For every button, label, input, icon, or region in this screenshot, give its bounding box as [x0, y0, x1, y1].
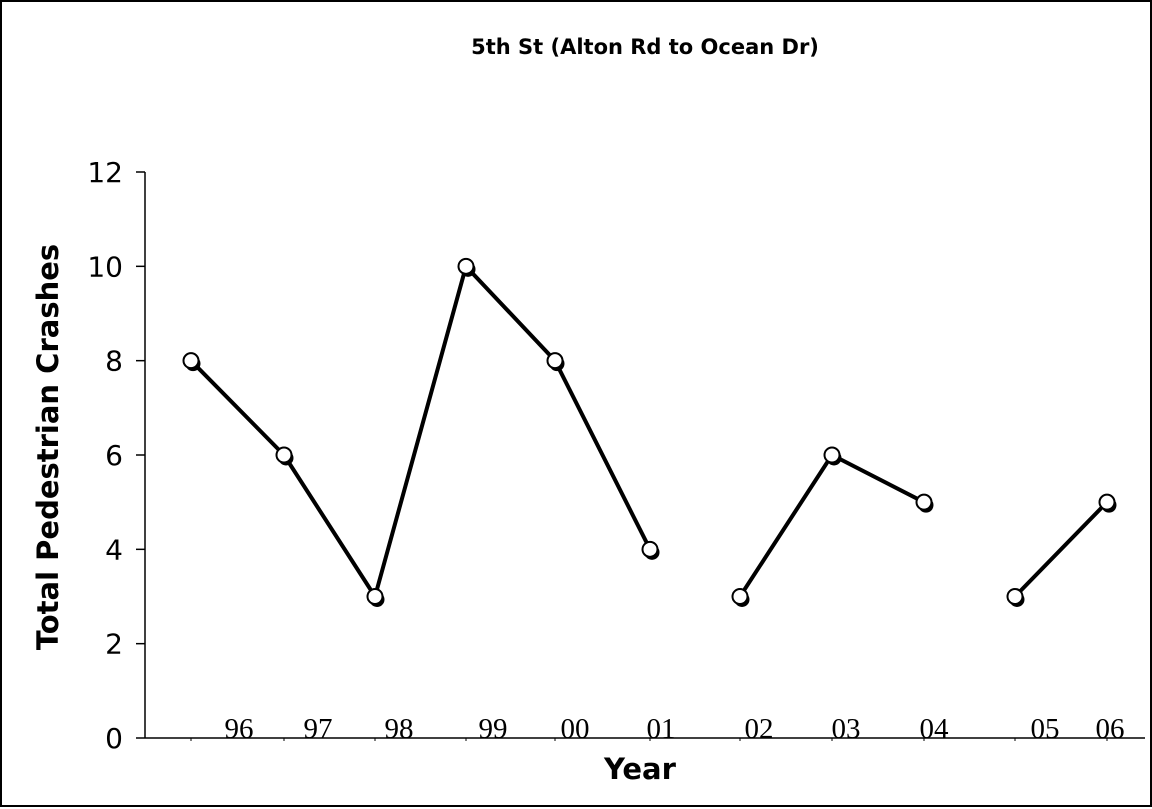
- x-tick-label: 96: [225, 713, 254, 745]
- y-tick-label: 8: [105, 345, 123, 378]
- y-ticks: 0 2 4 6 8 10 12: [87, 156, 145, 755]
- chart-title: 5th St (Alton Rd to Ocean Dr): [471, 35, 819, 59]
- series-line-segment: [189, 264, 652, 599]
- x-tick-label: 03: [832, 713, 861, 745]
- x-tick-label: 06: [1096, 713, 1125, 745]
- y-tick-label: 10: [87, 250, 123, 283]
- series-line-segment: [1013, 500, 1109, 599]
- data-point: [275, 446, 293, 464]
- series-line-segment: [738, 453, 926, 599]
- data-point: [366, 588, 384, 605]
- series-markers: [182, 257, 1117, 607]
- data-point: [731, 588, 749, 605]
- x-axis-title: Year: [603, 752, 677, 786]
- data-point: [823, 446, 841, 464]
- y-tick-label: 4: [105, 533, 123, 566]
- x-tick-label: 01: [647, 713, 676, 745]
- data-point: [1098, 493, 1116, 511]
- x-tick-label: 00: [561, 713, 590, 745]
- data-point: [457, 257, 475, 275]
- x-ticks: 96 97 98 99 00 01 02 03 04 05 06: [190, 713, 1125, 745]
- y-tick-label: 2: [105, 628, 123, 661]
- x-tick-label: 97: [304, 713, 333, 745]
- data-point: [915, 493, 933, 511]
- data-point: [641, 540, 659, 558]
- x-tick-label: 99: [479, 713, 508, 745]
- x-tick-label: 02: [745, 713, 774, 745]
- data-point: [182, 352, 200, 370]
- y-tick-label: 6: [105, 439, 123, 472]
- x-tick-label: 04: [920, 713, 950, 745]
- y-axis-title: Total Pedestrian Crashes: [31, 244, 65, 650]
- data-point: [1006, 588, 1024, 605]
- data-point: [546, 352, 564, 370]
- x-tick-label: 05: [1031, 713, 1060, 745]
- y-tick-label: 12: [87, 156, 123, 189]
- x-tick-label: 98: [385, 713, 414, 745]
- y-tick-label: 0: [105, 722, 123, 755]
